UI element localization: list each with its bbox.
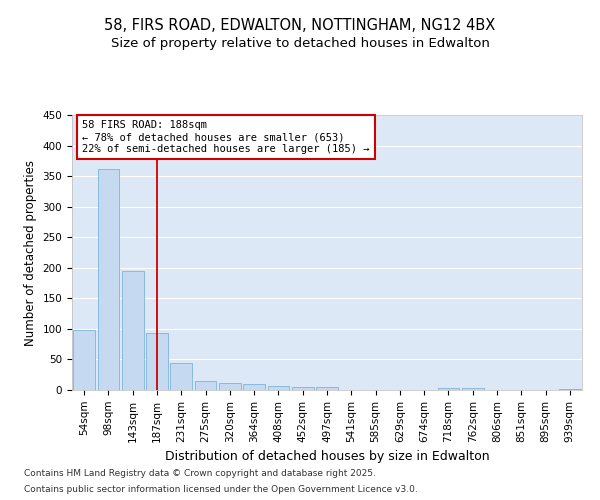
Bar: [170, 363, 192, 390]
Bar: [559, 389, 581, 390]
X-axis label: Distribution of detached houses by size in Edwalton: Distribution of detached houses by size …: [164, 450, 490, 463]
Y-axis label: Number of detached properties: Number of detached properties: [24, 160, 37, 346]
Bar: [194, 381, 217, 390]
Text: 58 FIRS ROAD: 188sqm
← 78% of detached houses are smaller (653)
22% of semi-deta: 58 FIRS ROAD: 188sqm ← 78% of detached h…: [82, 120, 370, 154]
Text: Size of property relative to detached houses in Edwalton: Size of property relative to detached ho…: [110, 38, 490, 51]
Bar: [292, 387, 314, 390]
Bar: [73, 330, 95, 390]
Bar: [219, 384, 241, 390]
Bar: [97, 169, 119, 390]
Bar: [243, 384, 265, 390]
Text: 58, FIRS ROAD, EDWALTON, NOTTINGHAM, NG12 4BX: 58, FIRS ROAD, EDWALTON, NOTTINGHAM, NG1…: [104, 18, 496, 32]
Bar: [316, 387, 338, 390]
Bar: [462, 388, 484, 390]
Bar: [146, 333, 168, 390]
Text: Contains HM Land Registry data © Crown copyright and database right 2025.: Contains HM Land Registry data © Crown c…: [24, 470, 376, 478]
Bar: [437, 388, 460, 390]
Bar: [268, 386, 289, 390]
Text: Contains public sector information licensed under the Open Government Licence v3: Contains public sector information licen…: [24, 484, 418, 494]
Bar: [122, 272, 143, 390]
